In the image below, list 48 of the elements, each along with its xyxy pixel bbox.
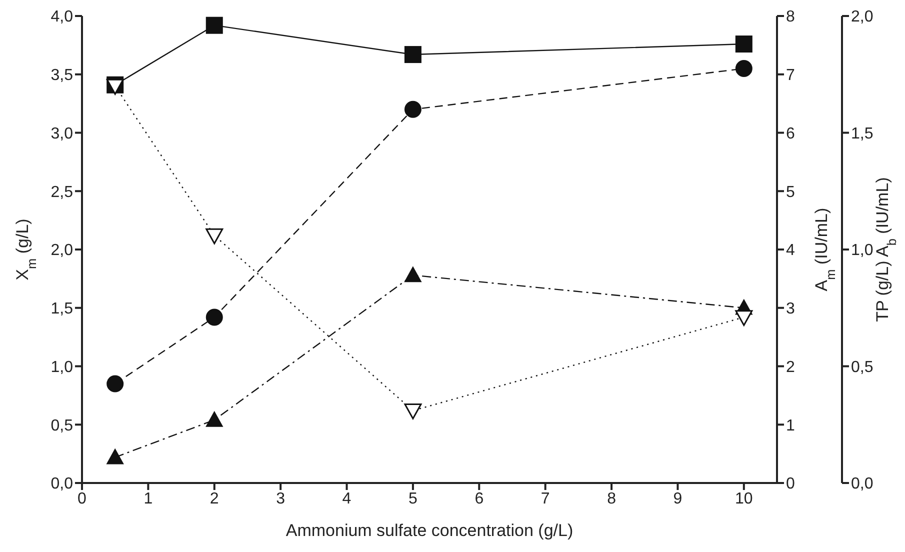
point <box>206 411 223 427</box>
y2-tick-label: 5 <box>786 184 795 201</box>
y-tick-label: 4,0 <box>50 8 74 26</box>
y-tick-label: 1,5 <box>50 300 74 318</box>
point <box>404 403 422 420</box>
x-tick-label: 6 <box>474 490 484 508</box>
y-tick-label: 3,5 <box>50 67 74 84</box>
y3-tick-label: 2,0 <box>851 8 874 26</box>
y-tick-label: 2,0 <box>50 242 74 260</box>
y2-tick-label: 1 <box>786 417 795 434</box>
x-tick-label: 8 <box>607 490 616 508</box>
x-tick-label: 9 <box>673 490 682 508</box>
x-tick-label: 7 <box>540 490 550 508</box>
y-tick-label: 0,5 <box>50 417 74 434</box>
y-tick-label: 0,0 <box>50 476 74 493</box>
point <box>404 266 422 282</box>
point <box>106 375 124 392</box>
y-tick-label: 1,0 <box>50 358 74 376</box>
x-tick-label: 4 <box>342 490 352 508</box>
point <box>206 308 223 326</box>
y3-tick-label: 1,5 <box>851 125 874 142</box>
y3-tick-label: 0,0 <box>851 476 874 493</box>
point <box>404 100 422 118</box>
point <box>404 46 422 64</box>
x-tick-label: 5 <box>408 490 418 508</box>
y2-tick-label: 4 <box>786 242 795 260</box>
y2-tick-label: 8 <box>786 8 795 26</box>
x-tick-label: 3 <box>276 490 286 508</box>
y2-tick-label: 0 <box>786 476 795 493</box>
y-tick-label: 2,5 <box>50 184 74 201</box>
y2-tick-label: 6 <box>786 125 795 142</box>
point <box>735 310 753 326</box>
point <box>206 16 223 34</box>
point <box>106 448 124 464</box>
y3-tick-label: 1,0 <box>851 242 874 260</box>
y3-tick-label: 0,5 <box>851 358 874 376</box>
x-axis-title: Ammonium sulfate concentration (g/L) <box>286 521 574 540</box>
point <box>735 60 752 78</box>
y-tick-label: 3,0 <box>50 125 74 142</box>
y2-tick-label: 7 <box>786 67 795 84</box>
y2-tick-label: 3 <box>786 300 795 318</box>
y2-tick-label: 2 <box>786 358 795 376</box>
x-tick-label: 1 <box>144 490 153 508</box>
x-tick-label: 10 <box>735 490 753 508</box>
x-tick-label: 0 <box>78 490 87 508</box>
x-tick-label: 2 <box>210 490 219 508</box>
point <box>206 228 224 244</box>
point <box>735 36 752 53</box>
